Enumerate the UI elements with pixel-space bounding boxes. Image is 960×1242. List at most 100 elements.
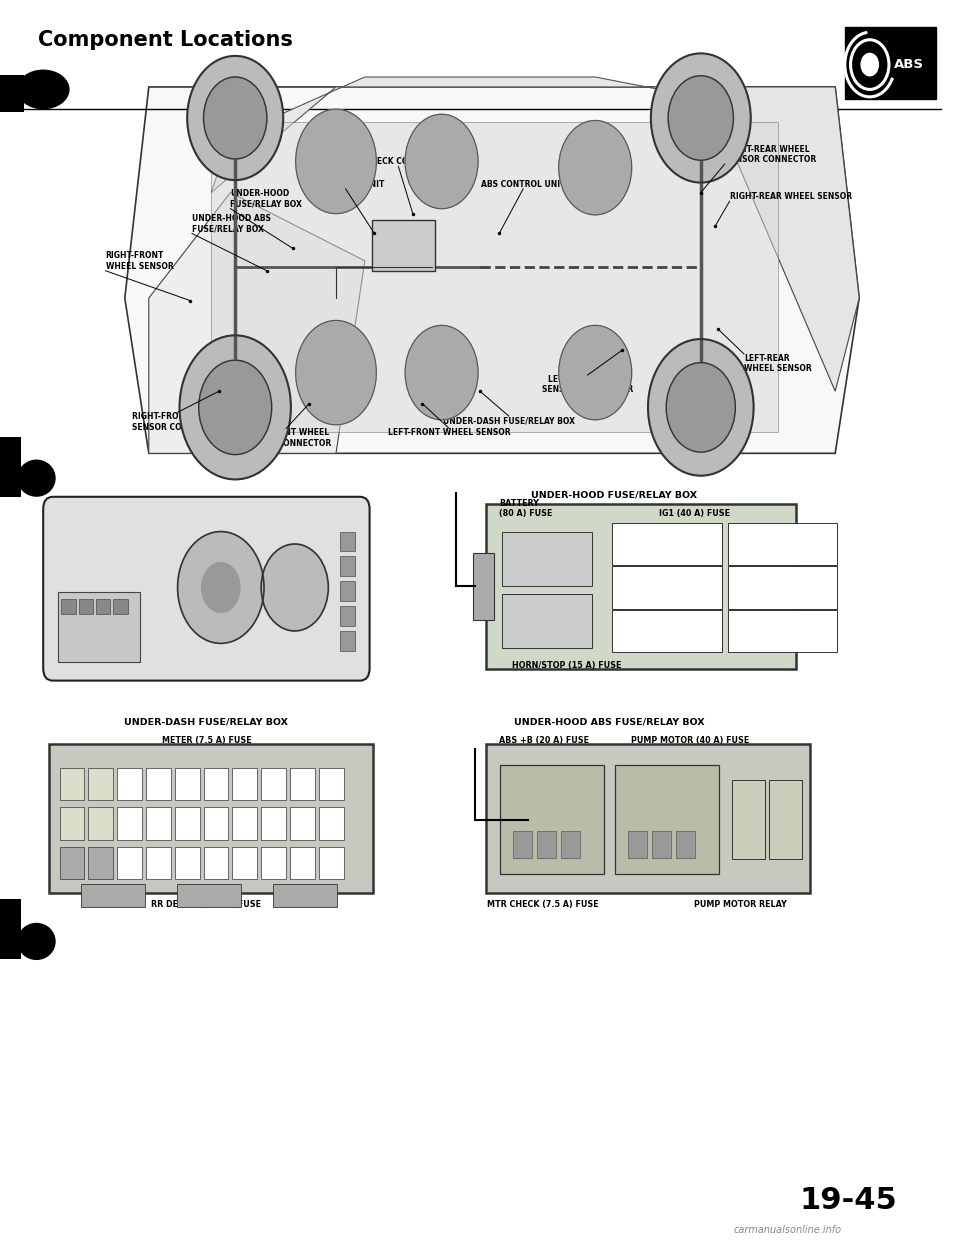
FancyBboxPatch shape: [175, 768, 200, 800]
Circle shape: [296, 109, 376, 214]
FancyBboxPatch shape: [340, 532, 355, 551]
Text: LEFT-FRONT WHEEL SENSOR: LEFT-FRONT WHEEL SENSOR: [388, 428, 511, 437]
FancyBboxPatch shape: [88, 807, 113, 840]
Circle shape: [559, 325, 632, 420]
Ellipse shape: [17, 460, 56, 497]
FancyBboxPatch shape: [728, 566, 837, 609]
Polygon shape: [125, 87, 859, 453]
Text: MODULATOR UNIT: MODULATOR UNIT: [306, 180, 385, 189]
Circle shape: [405, 114, 478, 209]
Text: UNDER-HOOD ABS FUSE/RELAY BOX: UNDER-HOOD ABS FUSE/RELAY BOX: [515, 718, 705, 727]
FancyBboxPatch shape: [769, 780, 802, 859]
FancyBboxPatch shape: [319, 768, 344, 800]
Circle shape: [187, 56, 283, 180]
Text: ABS: ABS: [894, 58, 924, 71]
FancyBboxPatch shape: [175, 807, 200, 840]
FancyBboxPatch shape: [204, 847, 228, 879]
Text: UNDER-DASH FUSE/RELAY BOX: UNDER-DASH FUSE/RELAY BOX: [443, 416, 575, 425]
Text: ABS INDICATOR LIGHT: ABS INDICATOR LIGHT: [111, 546, 225, 555]
Polygon shape: [211, 77, 749, 193]
Text: ABS +B (20 A) FUSE: ABS +B (20 A) FUSE: [499, 737, 589, 745]
Circle shape: [651, 53, 751, 183]
Text: IG1 (40 A) FUSE: IG1 (40 A) FUSE: [659, 509, 730, 518]
Text: SERVICE CHECK CONNECTOR (2P): SERVICE CHECK CONNECTOR (2P): [326, 158, 470, 166]
FancyBboxPatch shape: [502, 594, 592, 648]
FancyBboxPatch shape: [652, 831, 671, 858]
Text: LEFT-REAR WHEEL
SENSOR CONNECTOR: LEFT-REAR WHEEL SENSOR CONNECTOR: [541, 375, 634, 395]
FancyBboxPatch shape: [177, 884, 241, 907]
Text: BATTERY
(80 A) FUSE: BATTERY (80 A) FUSE: [499, 498, 553, 518]
FancyBboxPatch shape: [211, 122, 778, 432]
FancyBboxPatch shape: [537, 831, 556, 858]
FancyBboxPatch shape: [290, 768, 315, 800]
Text: RIGHT-REAR WHEEL
SENSOR CONNECTOR: RIGHT-REAR WHEEL SENSOR CONNECTOR: [725, 144, 816, 164]
FancyBboxPatch shape: [88, 847, 113, 879]
FancyBboxPatch shape: [290, 847, 315, 879]
Text: 19-45: 19-45: [800, 1186, 898, 1215]
FancyBboxPatch shape: [473, 553, 494, 620]
Circle shape: [204, 77, 267, 159]
FancyBboxPatch shape: [43, 497, 370, 681]
FancyBboxPatch shape: [175, 847, 200, 879]
Text: METER (7.5 A) FUSE: METER (7.5 A) FUSE: [161, 737, 252, 745]
FancyBboxPatch shape: [340, 556, 355, 576]
Text: RIGHT-FRONT
WHEEL SENSOR: RIGHT-FRONT WHEEL SENSOR: [106, 251, 174, 271]
FancyBboxPatch shape: [513, 831, 532, 858]
FancyBboxPatch shape: [500, 765, 604, 874]
FancyBboxPatch shape: [615, 765, 719, 874]
FancyBboxPatch shape: [728, 523, 837, 565]
FancyBboxPatch shape: [340, 581, 355, 601]
Circle shape: [199, 360, 272, 455]
Circle shape: [261, 544, 328, 631]
FancyBboxPatch shape: [0, 437, 21, 497]
Text: RR DEF RLY (7.5 A) FUSE: RR DEF RLY (7.5 A) FUSE: [152, 900, 261, 909]
FancyBboxPatch shape: [146, 768, 171, 800]
Circle shape: [666, 363, 735, 452]
FancyBboxPatch shape: [502, 532, 592, 586]
FancyBboxPatch shape: [113, 599, 128, 614]
FancyBboxPatch shape: [117, 807, 142, 840]
FancyBboxPatch shape: [340, 606, 355, 626]
Circle shape: [648, 339, 754, 476]
Circle shape: [861, 53, 878, 76]
Ellipse shape: [17, 923, 56, 960]
FancyBboxPatch shape: [81, 884, 145, 907]
Text: carmanualsonline.info: carmanualsonline.info: [733, 1225, 841, 1235]
Circle shape: [405, 325, 478, 420]
FancyBboxPatch shape: [232, 807, 257, 840]
FancyBboxPatch shape: [0, 899, 21, 959]
FancyBboxPatch shape: [117, 768, 142, 800]
FancyBboxPatch shape: [146, 807, 171, 840]
FancyBboxPatch shape: [845, 27, 936, 99]
Text: PUMP MOTOR RELAY: PUMP MOTOR RELAY: [694, 900, 787, 909]
FancyBboxPatch shape: [58, 592, 140, 662]
Circle shape: [559, 120, 632, 215]
FancyBboxPatch shape: [340, 631, 355, 651]
FancyBboxPatch shape: [232, 768, 257, 800]
Polygon shape: [149, 193, 365, 453]
FancyBboxPatch shape: [60, 768, 84, 800]
Circle shape: [180, 335, 291, 479]
Text: RIGHT-REAR WHEEL SENSOR: RIGHT-REAR WHEEL SENSOR: [730, 193, 852, 201]
FancyBboxPatch shape: [88, 768, 113, 800]
FancyBboxPatch shape: [732, 780, 765, 859]
Circle shape: [202, 563, 240, 612]
FancyBboxPatch shape: [0, 75, 24, 112]
FancyBboxPatch shape: [319, 807, 344, 840]
FancyBboxPatch shape: [96, 599, 110, 614]
Text: UNDER-DASH FUSE/RELAY BOX: UNDER-DASH FUSE/RELAY BOX: [125, 718, 288, 727]
FancyBboxPatch shape: [612, 610, 722, 652]
FancyBboxPatch shape: [486, 744, 810, 893]
Text: UNDER-HOOD FUSE/RELAY BOX: UNDER-HOOD FUSE/RELAY BOX: [531, 491, 698, 499]
FancyBboxPatch shape: [261, 847, 286, 879]
FancyBboxPatch shape: [273, 884, 337, 907]
Text: HORN/STOP (15 A) FUSE: HORN/STOP (15 A) FUSE: [512, 661, 621, 669]
FancyBboxPatch shape: [204, 768, 228, 800]
Text: Component Locations: Component Locations: [38, 30, 293, 50]
FancyBboxPatch shape: [612, 566, 722, 609]
Text: UNDER-HOOD ABS
FUSE/RELAY BOX: UNDER-HOOD ABS FUSE/RELAY BOX: [192, 214, 271, 233]
Ellipse shape: [16, 70, 69, 109]
Circle shape: [668, 76, 733, 160]
FancyBboxPatch shape: [261, 807, 286, 840]
Circle shape: [296, 320, 376, 425]
